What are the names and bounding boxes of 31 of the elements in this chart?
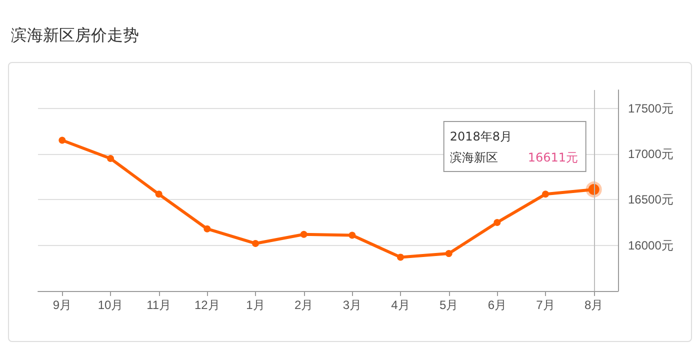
point	[445, 250, 452, 258]
point	[397, 254, 404, 261]
point	[494, 218, 501, 226]
x-tick-label: 1月	[246, 298, 265, 312]
y-tick-label: 17000元	[628, 146, 674, 161]
x-tick-label: 5月	[439, 298, 458, 312]
x-tick-label: 2月	[294, 298, 314, 312]
y-tick-label: 16000元	[628, 238, 674, 252]
point	[204, 225, 211, 232]
x-tick-label: 3月	[342, 298, 362, 312]
y-tick-label: 16500元	[628, 192, 674, 207]
annotation: 2018年8月	[450, 129, 512, 144]
x-tick-label: 7月	[536, 298, 555, 312]
data-label: 16611元	[528, 150, 578, 164]
x-tick-label: 11月	[146, 298, 172, 312]
point	[300, 230, 308, 238]
point	[252, 240, 259, 247]
x-tick-label: 4月	[391, 298, 410, 312]
y-tick-label: 17500元	[628, 101, 674, 116]
point	[348, 232, 356, 239]
point	[58, 136, 66, 144]
text: 滨海新区	[450, 150, 498, 164]
point	[542, 190, 549, 198]
x-tick-label: 8月	[584, 298, 604, 312]
point	[155, 190, 162, 198]
x-tick-label: 12月	[194, 298, 220, 312]
chart-title: 滨海新区房价走势	[11, 26, 139, 44]
point	[107, 155, 114, 162]
x-tick-label: 9月	[52, 298, 72, 312]
x-tick-label: 6月	[488, 298, 507, 312]
x-tick-label: 10月	[98, 298, 124, 312]
